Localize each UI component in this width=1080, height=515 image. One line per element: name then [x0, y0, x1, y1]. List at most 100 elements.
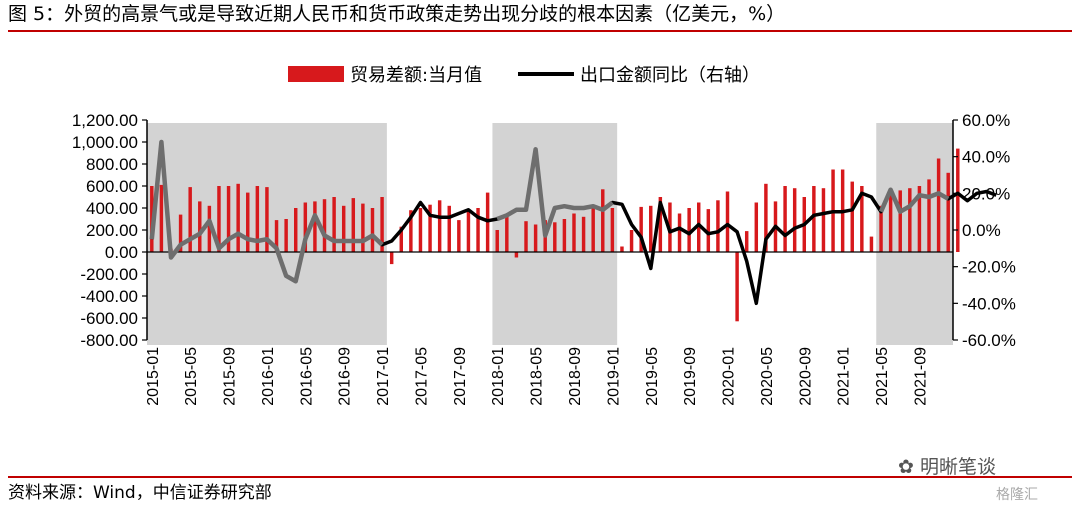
export-yoy-line-shaded-segment [149, 139, 384, 284]
trade-balance-bar [706, 209, 711, 252]
trade-balance-bar [341, 205, 346, 252]
trade-balance-bar [610, 208, 615, 252]
trade-balance-bar [236, 183, 240, 252]
right-tick-label: 60.0% [962, 111, 1010, 130]
left-tick-label: 400.00 [86, 199, 138, 218]
trade-balance-bar [505, 215, 509, 252]
x-tick-label: 2021-05 [874, 347, 891, 406]
trade-balance-bar [956, 148, 960, 252]
trade-balance-bar [792, 188, 797, 252]
x-tick-label: 2020-01 [721, 347, 738, 406]
x-tick-label: 2018-05 [529, 347, 546, 406]
x-tick-label: 2015-01 [145, 347, 162, 406]
trade-balance-bar [898, 190, 902, 252]
left-tick-label: -400.00 [80, 287, 138, 306]
left-tick-label: 600.00 [86, 177, 138, 196]
figure-title: 图 5：外贸的高景气或是导致近期人民币和货币政策走势出现分歧的根本因素（亿美元，… [8, 3, 786, 25]
trade-balance-bar [879, 205, 883, 252]
shaded-period-3 [876, 123, 953, 345]
trade-balance-bar [677, 213, 682, 252]
x-tick-label: 2017-05 [413, 347, 430, 406]
left-tick-label: -600.00 [80, 309, 138, 328]
wechat-icon: ✿ [898, 456, 914, 478]
right-tick-label: -40.0% [962, 294, 1016, 313]
trade-balance-bar [601, 189, 605, 252]
left-tick-label: -800.00 [80, 331, 138, 350]
trade-balance-bar [581, 216, 586, 252]
x-tick-label: 2020-05 [759, 347, 776, 406]
export-yoy-line-shaded-segment [496, 147, 614, 238]
trade-balance-bar [303, 202, 308, 252]
x-tick-label: 2018-01 [490, 347, 507, 406]
line-series [149, 139, 997, 306]
right-tick-label: 40.0% [962, 148, 1010, 167]
trade-balance-bar [620, 246, 624, 252]
legend-label-bar: 贸易差额:当月值 [350, 65, 482, 86]
right-tick-label: 20.0% [962, 184, 1010, 203]
trade-balance-bar [207, 205, 212, 252]
trade-balance-bar [418, 208, 423, 252]
trade-balance-bar [361, 203, 365, 252]
x-tick-label: 2017-09 [452, 347, 469, 406]
export-yoy-line-shaded-segment [878, 187, 950, 214]
trade-balance-bar [246, 192, 250, 252]
x-tick-label: 2015-09 [222, 347, 239, 406]
trade-balance-bar [380, 197, 384, 252]
trade-balance-bar [322, 199, 327, 252]
trade-balance-bar [869, 236, 874, 252]
left-tick-label: 800.00 [86, 155, 138, 174]
left-tick-label: 1,200.00 [72, 111, 138, 130]
right-tick-label: -20.0% [962, 258, 1016, 277]
trade-balance-bar [159, 184, 164, 252]
trade-balance-bar [466, 210, 471, 252]
watermark-text: 明晰笔谈 [919, 456, 996, 478]
trade-balance-bar [629, 230, 634, 252]
trade-balance-bar [687, 208, 691, 252]
legend-swatch-bar [288, 66, 344, 82]
trade-balance-bar [265, 187, 269, 252]
trade-balance-bar [716, 200, 720, 252]
trade-balance-bar [274, 220, 279, 252]
trade-balance-bar [226, 186, 231, 252]
trade-balance-bar [658, 197, 663, 252]
trade-balance-bar [495, 230, 499, 252]
title-rule [8, 30, 1072, 32]
x-tick-label: 2020-09 [797, 347, 814, 406]
x-tick-label: 2018-09 [567, 347, 584, 406]
trade-balance-bar [409, 210, 413, 252]
x-tick-label: 2021-01 [836, 347, 853, 406]
trade-balance-bar [562, 219, 567, 252]
trade-balance-bar [389, 252, 394, 265]
trade-balance-bar [649, 205, 653, 252]
trade-balance-bar [908, 188, 912, 252]
trade-balance-bar [284, 219, 288, 252]
left-tick-label: -200.00 [80, 265, 138, 284]
trade-balance-bar [821, 188, 826, 252]
trade-balance-bar [217, 186, 221, 252]
trade-balance-bar [591, 205, 595, 252]
source-rule [8, 476, 1072, 478]
x-tick-label: 2016-01 [260, 347, 277, 406]
left-tick-label: 200.00 [86, 221, 138, 240]
trade-balance-bar [533, 224, 538, 252]
trade-balance-bar [850, 181, 854, 252]
trade-balance-bar [936, 158, 941, 252]
trade-balance-bar [812, 186, 816, 252]
trade-balance-bar [783, 186, 787, 252]
source-note: 资料来源：Wind，中信证券研究部 [8, 483, 272, 503]
trade-balance-bar [370, 208, 375, 252]
axes: -800.00 -600.00 -400.00 -200.00 0.00 200.00 40… [72, 111, 1016, 406]
trade-balance-bar [696, 202, 701, 252]
trade-balance-bar [725, 191, 730, 252]
watermark-secondary: 格隆汇 [996, 487, 1038, 503]
trade-balance-bar [553, 222, 557, 252]
x-tick-label: 2021-09 [912, 347, 929, 406]
trade-balance-bar [514, 252, 519, 258]
trade-balance-bar [255, 186, 260, 252]
x-tick-label: 2019-01 [605, 347, 622, 406]
trade-balance-bar [639, 206, 643, 252]
trade-balance-bar [572, 213, 576, 252]
trade-balance-bar [351, 198, 356, 252]
trade-balance-bar [754, 202, 759, 252]
